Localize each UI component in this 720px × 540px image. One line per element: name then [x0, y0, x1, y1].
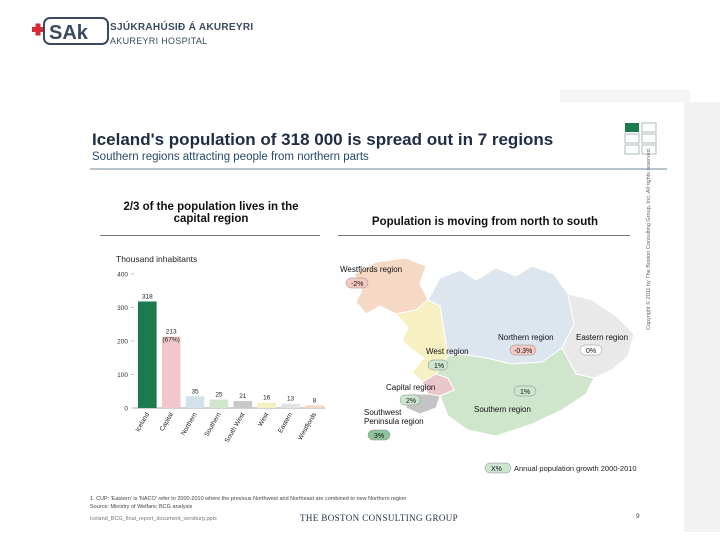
x-tick-label-4: South West [224, 411, 247, 444]
hospital-logo: SAk [32, 17, 109, 45]
growth-southwest: 3% [374, 433, 384, 440]
bar-value-label-7: 8 [313, 397, 317, 404]
y-tick-label-0: 0 [124, 406, 128, 413]
bar-south-west [233, 400, 253, 408]
bar-capital [161, 336, 181, 408]
badge-northern [509, 344, 537, 356]
right-section-rule [338, 235, 630, 236]
y-tick-label-2: 200 [117, 339, 128, 346]
bar-value-label-6: 13 [287, 396, 295, 403]
copyright-notice: Copyright © 2011 by The Boston Consultin… [646, 147, 652, 330]
x-tick-label-0: Iceland [134, 411, 151, 433]
footnote-file: Iceland_BCG_final_report_document_versbu… [90, 516, 217, 522]
left-section-rule [100, 235, 320, 236]
y-tick-label-3: 300 [117, 305, 128, 312]
growth-eastern: 0% [586, 348, 596, 355]
bar-value-label-3: 25 [215, 392, 223, 399]
footnote-source: Source: Ministry of Welfare; BCG analysi… [90, 504, 193, 510]
label-eastern: Eastern region [576, 333, 628, 342]
bar-annotation-capital-share: (67%) [163, 337, 180, 344]
growth-west: 1% [434, 363, 444, 370]
x-tick-label-5: West [257, 411, 271, 427]
badge-eastern [579, 344, 603, 356]
x-tick-label-1: Capital [159, 411, 175, 433]
label-northern: Northern region [498, 333, 554, 342]
bar-westfjords [305, 405, 324, 408]
right-section-heading: Population is moving from north to south [371, 216, 599, 228]
label-west: West region [426, 347, 469, 356]
slide-subtitle: Southern regions attracting people from … [92, 151, 369, 163]
growth-capital: 2% [406, 398, 416, 405]
bar-value-label-0: 318 [142, 293, 153, 300]
growth-northern: -0.3% [514, 348, 532, 355]
chart-unit-label: Thousand inhabitants [116, 254, 198, 264]
left-heading-line1: 2/3 of the population lives in the [123, 201, 299, 213]
growth-southern: 1% [520, 389, 530, 396]
legend-badge: X% [484, 462, 512, 474]
org-name-line1: SJÚKRAHÚSIÐ Á AKUREYRI [110, 22, 254, 33]
bar-iceland [138, 301, 157, 408]
label-southern: Southern region [474, 405, 531, 414]
footnote-line1: 1. CUP: 'Eastern' is 'NACO' refer to 200… [90, 496, 407, 502]
growth-westfjords: -2% [351, 281, 363, 288]
bar-value-label-1: 213 [166, 329, 177, 336]
bar-northern [185, 396, 205, 408]
slide-title: Iceland's population of 318 000 is sprea… [92, 130, 554, 149]
population-bar-chart: 0 100 200 300 400 318 Iceland 213 Capital (67%) 35… [117, 272, 325, 444]
badge-southwest [367, 429, 391, 441]
slide-grid-icon [624, 122, 657, 155]
badge-west [427, 359, 449, 371]
bar-value-label-2: 35 [191, 388, 199, 395]
map-region-eastern [561, 293, 635, 379]
badge-capital [399, 394, 421, 406]
bar-west [257, 402, 276, 408]
decorative-strip [684, 102, 720, 532]
bar-southern [209, 399, 229, 408]
label-southwest: Southwest Peninsula region [364, 408, 424, 426]
map-legend-text: Annual population growth 2000-2010 [514, 464, 637, 473]
org-name-line2: AKUREYRI HOSPITAL [110, 36, 208, 46]
x-tick-label-3: Southern [203, 411, 222, 438]
title-divider [90, 168, 667, 170]
page-number: 9 [636, 513, 640, 520]
firm-name: THE BOSTON CONSULTING GROUP [300, 513, 459, 523]
legend-badge-text: X% [491, 466, 502, 473]
label-southwest-wrap: Southwest Peninsula region [364, 408, 424, 426]
x-tick-label-6: Eastern [277, 411, 294, 434]
left-section-heading: 2/3 of the population lives in the capit… [100, 201, 322, 225]
iceland-region-map: Westfjords region -2% Northern region -0… [340, 257, 635, 441]
label-capital: Capital region [386, 383, 435, 392]
bar-value-label-4: 21 [239, 393, 247, 400]
y-tick-label-4: 400 [117, 272, 128, 279]
y-tick-label-1: 100 [117, 372, 128, 379]
x-tick-label-7: Westfjords [297, 411, 319, 442]
label-westfjords: Westfjords region [340, 265, 402, 274]
bar-value-label-5: 16 [263, 395, 271, 402]
logo-text: SAk [49, 22, 89, 44]
decorative-tab [560, 90, 690, 102]
x-tick-label-2: Northern [180, 411, 199, 437]
bar-eastern [281, 403, 300, 408]
badge-westfjords [345, 277, 369, 289]
left-heading-line2: capital region [173, 213, 249, 225]
badge-southern [513, 385, 537, 397]
